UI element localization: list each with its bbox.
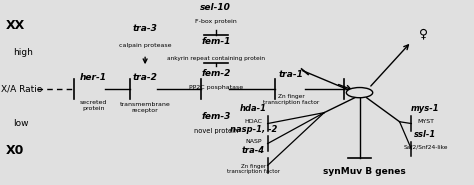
Text: PP2C posphatase: PP2C posphatase (189, 85, 243, 90)
Text: mys-1: mys-1 (411, 105, 440, 113)
Text: novel protein: novel protein (194, 128, 238, 134)
Text: tra-3: tra-3 (133, 24, 157, 33)
Text: secreted
protein: secreted protein (80, 100, 107, 111)
Text: MYST: MYST (417, 119, 434, 124)
Text: XX: XX (6, 19, 25, 32)
Text: ssl-1: ssl-1 (414, 130, 437, 139)
Text: HDAC: HDAC (245, 119, 263, 124)
Text: tra-4: tra-4 (242, 146, 265, 155)
Text: high: high (13, 48, 33, 57)
Text: tra-2: tra-2 (133, 73, 157, 82)
Text: ♀: ♀ (419, 28, 428, 41)
Text: fem-2: fem-2 (201, 69, 230, 78)
Text: hda-1: hda-1 (240, 105, 267, 113)
Text: tra-1: tra-1 (279, 70, 304, 79)
Text: fem-3: fem-3 (201, 112, 230, 121)
Text: Saf2/Snf24-like: Saf2/Snf24-like (403, 145, 448, 150)
Text: calpain protease: calpain protease (119, 43, 172, 48)
Text: Zn finger
transcription factor: Zn finger transcription factor (263, 95, 319, 105)
Text: her-1: her-1 (80, 73, 107, 82)
Text: low: low (13, 119, 28, 128)
Text: X0: X0 (6, 144, 25, 157)
Circle shape (346, 88, 373, 98)
Text: synMuv B genes: synMuv B genes (323, 167, 406, 176)
Text: F-box protein: F-box protein (195, 19, 237, 24)
Text: fem-1: fem-1 (201, 37, 230, 46)
Text: sel-10: sel-10 (201, 3, 231, 12)
Text: X/A Ratio: X/A Ratio (1, 85, 43, 93)
Text: ankyrin repeat containing protein: ankyrin repeat containing protein (167, 56, 265, 60)
Text: transmembrane
receptor: transmembrane receptor (120, 102, 171, 113)
Text: NASP: NASP (245, 139, 262, 144)
Text: nasp-1, -2: nasp-1, -2 (230, 125, 277, 134)
Text: Zn finger
transcription factor: Zn finger transcription factor (227, 164, 280, 174)
